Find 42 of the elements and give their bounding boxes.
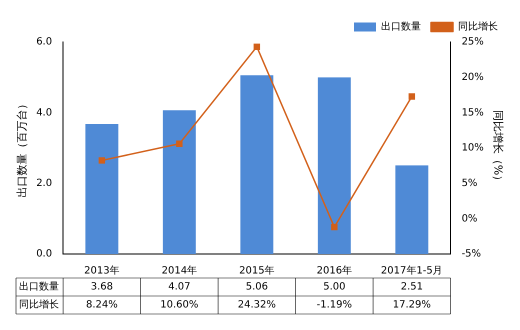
data-label: 10.60% (160, 300, 198, 311)
bar (85, 124, 118, 254)
bar (395, 165, 428, 254)
data-label: 3.68 (90, 282, 113, 293)
data-label: 2.51 (400, 282, 423, 293)
x-tick-label: 2014年 (162, 264, 198, 277)
legend-label: 出口数量 (381, 20, 421, 33)
y2-tick-label: 20% (462, 72, 484, 83)
y-tick-label: 2.0 (36, 178, 52, 189)
y2-tick-label: 10% (462, 142, 484, 154)
data-label: 5.06 (246, 282, 268, 293)
y2-tick-label: 5% (462, 178, 478, 189)
data-label: 17.29% (392, 300, 431, 311)
x-tick-label: 2016年 (316, 264, 352, 277)
bar (240, 75, 274, 254)
x-tick-label: 2013年 (84, 264, 120, 277)
y-tick-label: 4.0 (36, 107, 52, 118)
text: 出口数量 (19, 282, 59, 293)
y-axis-title: 出口数量（百万台） (15, 98, 28, 198)
point (176, 140, 183, 147)
data-label: 24.32% (238, 300, 276, 311)
bar (318, 77, 351, 254)
y2-tick-label: 0% (462, 213, 478, 224)
y-tick-label: 0.0 (36, 248, 52, 260)
data-label: -1.19% (316, 300, 352, 311)
point (331, 224, 338, 230)
data-label: 5.00 (323, 282, 346, 293)
point (254, 44, 260, 50)
bar (162, 110, 196, 254)
data-label: 8.24% (86, 300, 118, 311)
data-label: 4.07 (168, 282, 190, 293)
y2-tick-label: 15% (462, 107, 484, 118)
y-tick-label: 6.0 (36, 36, 52, 48)
point (408, 93, 416, 100)
text: 同比增长 (19, 300, 59, 311)
y2-axis-title: 同比增长（%） (492, 110, 505, 186)
point (98, 157, 106, 164)
x-tick-label: 2015年 (239, 264, 275, 277)
y2-tick-label: -5% (462, 248, 482, 260)
y2-tick-label: 25% (462, 36, 484, 48)
legend-label: 同比增长 (458, 20, 498, 33)
x-tick-label: 2017年1-5月 (380, 264, 443, 277)
